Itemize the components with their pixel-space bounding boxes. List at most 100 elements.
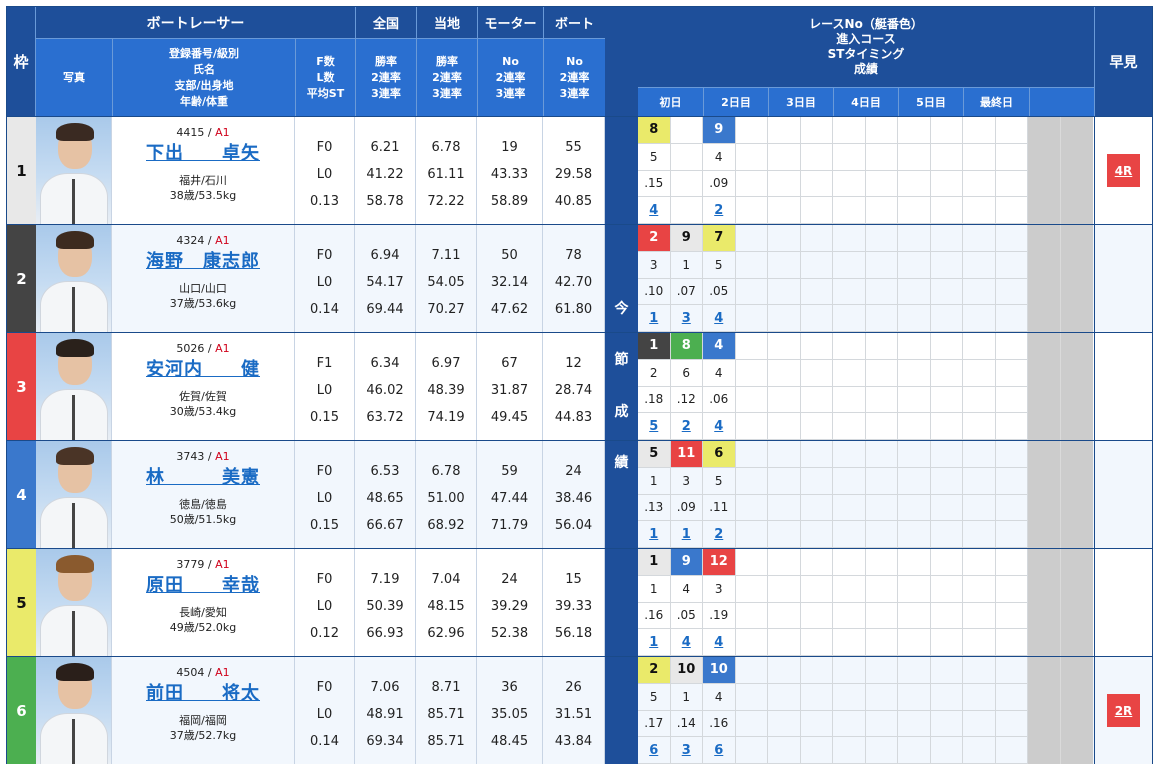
race-result-link[interactable]: 1	[638, 305, 671, 332]
header-national: 全国	[355, 7, 416, 39]
stat-value: F0	[316, 572, 333, 587]
grid-cell	[735, 683, 768, 711]
grid-cell	[930, 549, 963, 576]
race-result-link[interactable]: 4	[703, 629, 736, 656]
race-result-link[interactable]: 3	[670, 737, 703, 764]
race-result-link[interactable]: 4	[703, 305, 736, 332]
header-info-reg: 登録番号/級別	[168, 46, 240, 60]
stat-value: 74.19	[427, 410, 465, 425]
grid-cell	[898, 629, 931, 656]
grid-cell	[833, 170, 866, 198]
hayami-race-button[interactable]: 2R	[1107, 694, 1140, 727]
grid-cell	[670, 197, 703, 224]
grid-cell	[898, 657, 931, 684]
race-result-link[interactable]: 1	[670, 521, 703, 548]
grid-cell	[865, 467, 898, 495]
stat-value: 70.27	[427, 302, 465, 317]
stat-value: 35.05	[490, 707, 529, 722]
racer-branch: 長崎/愛知	[179, 606, 227, 619]
tab-day-3[interactable]: 3日目	[768, 88, 833, 116]
racer-row: 3 5026 / A1 安河内 健 佐賀/佐賀 30歳/53.4kg F1 L0 0…	[7, 332, 1152, 440]
grid-cell	[800, 683, 833, 711]
race-history-grid: 8 5.15 4 9 4.09 2	[638, 117, 1094, 224]
konsetsu-char: 成	[614, 403, 629, 420]
grid-cell	[963, 575, 996, 603]
grid-cell	[833, 683, 866, 711]
hayami-race-button[interactable]: 4R	[1107, 154, 1140, 187]
grid-cell	[995, 386, 1028, 414]
grid-cell	[833, 143, 866, 171]
grid-cell	[930, 197, 963, 224]
stat-value: 26	[565, 680, 582, 695]
racer-name-link[interactable]: 下出 卓矢	[146, 143, 260, 164]
racer-name-link[interactable]: 海野 康志郎	[146, 251, 260, 272]
grid-cell	[963, 333, 996, 360]
grid-cell	[963, 386, 996, 414]
race-result-link[interactable]: 1	[638, 629, 671, 656]
racer-branch: 福岡/福岡	[179, 714, 227, 727]
tab-day-5[interactable]: 5日目	[898, 88, 963, 116]
stat-value: 6.78	[431, 464, 461, 479]
stat-value: 15	[565, 572, 582, 587]
st-timing: .16	[638, 602, 671, 630]
race-result-link[interactable]: 3	[670, 305, 703, 332]
race-result-link[interactable]: 1	[638, 521, 671, 548]
grid-cell	[800, 657, 833, 684]
grid-cell	[930, 386, 963, 414]
grid-cell	[833, 305, 866, 332]
reg-number: 4324	[176, 234, 205, 247]
stat-value: 85.71	[427, 734, 465, 749]
race-result-link[interactable]: 4	[703, 413, 736, 440]
racer-name-link[interactable]: 安河内 健	[146, 359, 260, 380]
grid-cell	[800, 467, 833, 495]
grid-cell	[963, 441, 996, 468]
racer-name-link[interactable]: 原田 幸哉	[146, 575, 260, 596]
st-timing: .15	[638, 170, 671, 198]
grid-cell	[898, 710, 931, 738]
motor-stats: 19 43.33 58.89	[477, 117, 543, 224]
header-local-sub: 勝率 2連率 3連率	[416, 39, 477, 116]
racer-name-link[interactable]: 前田 将太	[146, 683, 260, 704]
grid-cell	[898, 467, 931, 495]
grid-cell	[995, 359, 1028, 387]
race-result-link[interactable]: 2	[703, 197, 736, 224]
grid-cell	[995, 710, 1028, 738]
race-result-link[interactable]: 2	[703, 521, 736, 548]
race-result-link[interactable]: 6	[703, 737, 736, 764]
grid-cell	[800, 305, 833, 332]
race-result-link[interactable]: 5	[638, 413, 671, 440]
race-result-link[interactable]: 2	[670, 413, 703, 440]
racer-age-weight: 30歳/53.4kg	[169, 405, 237, 418]
tab-day-4[interactable]: 4日目	[833, 88, 898, 116]
race-result-link[interactable]: 4	[670, 629, 703, 656]
grid-cell	[898, 278, 931, 306]
grid-cell	[768, 117, 801, 144]
race-number: 2	[638, 225, 671, 252]
header-sub-label: 3連率	[371, 86, 401, 100]
stat-value: 7.11	[431, 248, 461, 263]
tab-day-final[interactable]: 最終日	[963, 88, 1029, 116]
grid-cell	[898, 359, 931, 387]
grid-cell	[963, 710, 996, 738]
fl-stats: F0 L0 0.14	[295, 657, 355, 764]
header-local: 当地	[416, 7, 477, 39]
grid-cell	[735, 549, 768, 576]
waku-number: 6	[7, 657, 36, 764]
stat-value: 61.80	[554, 302, 593, 317]
race-number: 10	[703, 657, 736, 684]
race-result-link[interactable]: 4	[638, 197, 671, 224]
stat-value: 48.15	[427, 599, 465, 614]
grid-cell	[898, 170, 931, 198]
tab-day-1[interactable]: 初日	[638, 88, 703, 116]
grid-cell	[930, 117, 963, 144]
grid-cell	[800, 629, 833, 656]
grid-cell	[735, 441, 768, 468]
race-result-link[interactable]: 6	[638, 737, 671, 764]
grid-cell	[865, 549, 898, 576]
header-gap	[605, 7, 638, 116]
tab-day-2[interactable]: 2日目	[703, 88, 768, 116]
stat-value: L0	[316, 491, 333, 506]
header-race-info: レースNo（艇番色） 進入コース STタイミング 成績	[638, 7, 1094, 88]
racer-name-link[interactable]: 林 美憲	[146, 467, 260, 488]
stat-value: F1	[316, 356, 333, 371]
